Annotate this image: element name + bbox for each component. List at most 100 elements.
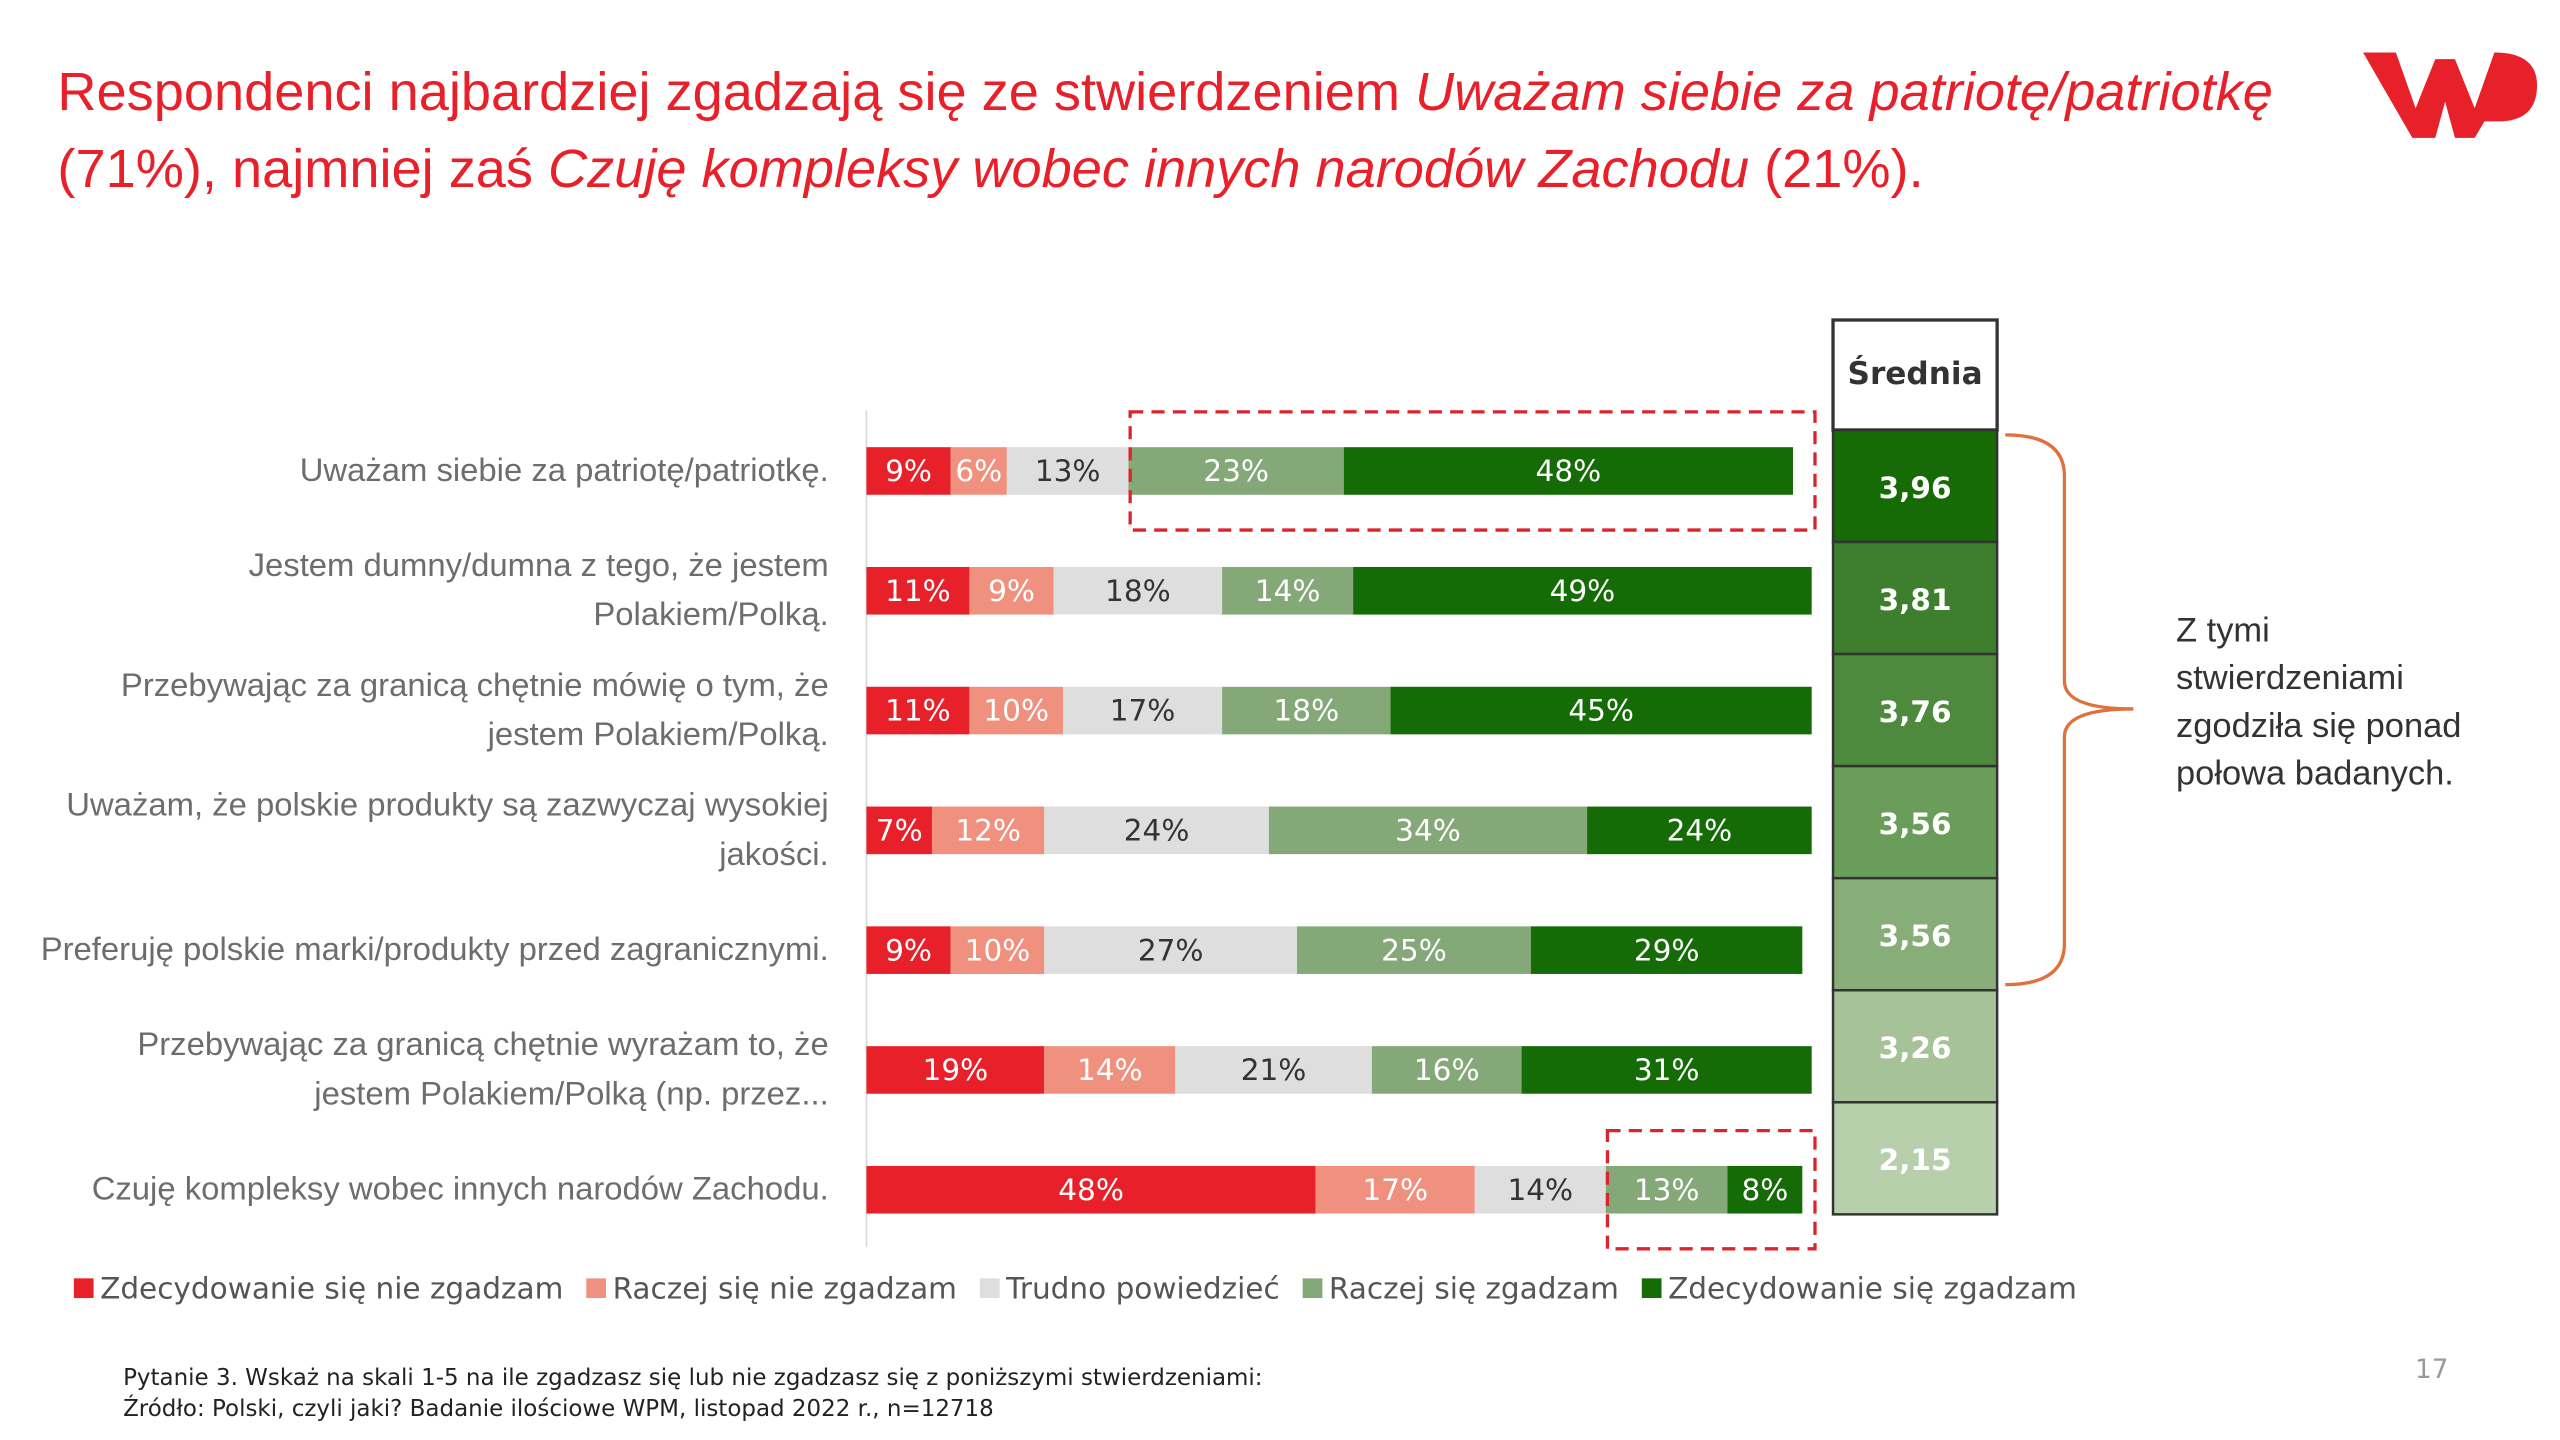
average-cell bbox=[1831, 428, 1999, 544]
value-label: 8% bbox=[1741, 1173, 1788, 1207]
category-label: Czuję kompleksy wobec innych narodów Zac… bbox=[91, 1171, 829, 1208]
page-number: 17 bbox=[2415, 1355, 2448, 1385]
value-label: 9% bbox=[885, 933, 932, 967]
value-label: 27% bbox=[1138, 933, 1204, 967]
legend-swatch bbox=[1641, 1278, 1662, 1299]
value-label: 9% bbox=[885, 454, 932, 488]
category-box: Przebywając za granicą chętnie wyrażam t… bbox=[137, 1027, 829, 1113]
bar-segment bbox=[866, 926, 951, 974]
bar-segment bbox=[1062, 686, 1223, 735]
category-box: Jestem dumny/dumna z tego, że jestem Pol… bbox=[248, 548, 829, 634]
value-label: 21% bbox=[1241, 1053, 1307, 1087]
value-label: 13% bbox=[1035, 454, 1101, 488]
value-label: 7% bbox=[876, 814, 923, 848]
bar-segment bbox=[1530, 926, 1803, 974]
value-label: 24% bbox=[1124, 814, 1190, 848]
bar-segment bbox=[1268, 806, 1588, 855]
bar-segment bbox=[1175, 1046, 1372, 1094]
average-label: 3,56 bbox=[1879, 807, 1952, 841]
value-label: 24% bbox=[1667, 814, 1733, 848]
annotation: Z tymi stwierdzeniami zgodziła się ponad… bbox=[2176, 612, 2462, 793]
value-label: 48% bbox=[1536, 454, 1602, 488]
title-box: Respondenci najbardziej zgadzają się ze … bbox=[57, 53, 2346, 207]
value-label: 13% bbox=[1634, 1173, 1700, 1207]
average-cell bbox=[1831, 876, 1999, 992]
bar-segment bbox=[1371, 1046, 1522, 1094]
value-label: 14% bbox=[1507, 1173, 1573, 1207]
value-label: 17% bbox=[1110, 694, 1176, 728]
title-run: (21%). bbox=[1749, 137, 1924, 199]
value-label: 18% bbox=[1274, 694, 1340, 728]
bar-segment bbox=[1521, 1046, 1812, 1094]
bar-segment bbox=[950, 447, 1007, 495]
bar-segment bbox=[866, 1046, 1045, 1094]
value-label: 16% bbox=[1414, 1053, 1480, 1087]
bar-segment bbox=[1353, 566, 1812, 615]
bar-segment bbox=[950, 926, 1045, 974]
bar-segment bbox=[866, 686, 970, 735]
value-label: 14% bbox=[1077, 1053, 1143, 1087]
value-label: 25% bbox=[1381, 933, 1447, 967]
title-run: Czuję kompleksy wobec innych narodów Zac… bbox=[548, 137, 1750, 199]
category-box: Uważam, że polskie produkty są zazwyczaj… bbox=[66, 787, 829, 874]
category-label: Uważam siebie za patriotę/patriotkę. bbox=[299, 452, 829, 490]
legend-label: Trudno powiedzieć bbox=[1005, 1271, 1280, 1305]
category-label: Jestem dumny/dumna z tego, że jestem Pol… bbox=[248, 548, 829, 634]
category-label: Preferuję polskie marki/produkty przed z… bbox=[40, 932, 829, 969]
value-label: 29% bbox=[1634, 933, 1700, 967]
legend-label: Raczej się nie zgadzam bbox=[613, 1271, 957, 1305]
average-label: 3,76 bbox=[1879, 695, 1952, 729]
average-label: 3,56 bbox=[1879, 919, 1952, 953]
legend-swatch bbox=[73, 1278, 94, 1299]
category-label: Uważam, że polskie produkty są zazwyczaj… bbox=[66, 787, 829, 874]
legend-label: Raczej się zgadzam bbox=[1329, 1271, 1619, 1305]
value-label: 10% bbox=[965, 933, 1031, 967]
legend-swatch bbox=[1302, 1278, 1323, 1299]
average-cell bbox=[1831, 652, 1999, 768]
value-label: 11% bbox=[885, 574, 951, 608]
brace bbox=[2005, 433, 2134, 987]
title-run: Respondenci najbardziej zgadzają się ze … bbox=[57, 60, 1416, 122]
average-cell bbox=[1831, 764, 1999, 880]
legend-label: Zdecydowanie się nie zgadzam bbox=[100, 1271, 563, 1305]
logo bbox=[2363, 52, 2538, 138]
category-label: Przebywając za granicą chętnie wyrażam t… bbox=[137, 1027, 829, 1113]
table-header-label: Średnia bbox=[1848, 353, 1983, 392]
value-label: 45% bbox=[1568, 694, 1634, 728]
bar-segment bbox=[1053, 566, 1223, 615]
table-header bbox=[1831, 318, 1999, 432]
value-label: 9% bbox=[988, 574, 1035, 608]
value-label: 34% bbox=[1395, 814, 1461, 848]
value-label: 49% bbox=[1550, 574, 1616, 608]
bar-segment bbox=[1222, 686, 1391, 735]
chart-title: Respondenci najbardziej zgadzają się ze … bbox=[57, 53, 2346, 207]
footnote: Źródło: Polski, czyli jaki? Badanie iloś… bbox=[123, 1394, 994, 1422]
value-label: 23% bbox=[1203, 454, 1269, 488]
bar-segment bbox=[1044, 926, 1297, 974]
category-label: Przebywając za granicą chętnie mówię o t… bbox=[120, 667, 829, 754]
highlight-box bbox=[1605, 1129, 1817, 1251]
bar-segment bbox=[1474, 1165, 1606, 1214]
logo-shape bbox=[2363, 52, 2538, 138]
average-cell bbox=[1831, 540, 1999, 656]
bar-segment bbox=[969, 566, 1054, 615]
bar-segment bbox=[866, 566, 970, 615]
bar-segment bbox=[1044, 1046, 1176, 1094]
category-box: Uważam siebie za patriotę/patriotkę. bbox=[299, 452, 829, 490]
average-label: 3,96 bbox=[1879, 471, 1952, 505]
bar-segment bbox=[1128, 447, 1344, 495]
value-label: 10% bbox=[983, 694, 1049, 728]
value-label: 31% bbox=[1634, 1053, 1700, 1087]
average-label: 3,26 bbox=[1879, 1031, 1952, 1065]
value-label: 19% bbox=[923, 1053, 989, 1087]
bar-segment bbox=[1315, 1165, 1475, 1214]
value-label: 17% bbox=[1362, 1173, 1428, 1207]
average-label: 2,15 bbox=[1879, 1143, 1952, 1177]
average-cell bbox=[1831, 1101, 1999, 1216]
bar-segment bbox=[1006, 447, 1129, 495]
bar-segment bbox=[1222, 566, 1354, 615]
value-label: 18% bbox=[1105, 574, 1171, 608]
bar-segment bbox=[1296, 926, 1531, 974]
